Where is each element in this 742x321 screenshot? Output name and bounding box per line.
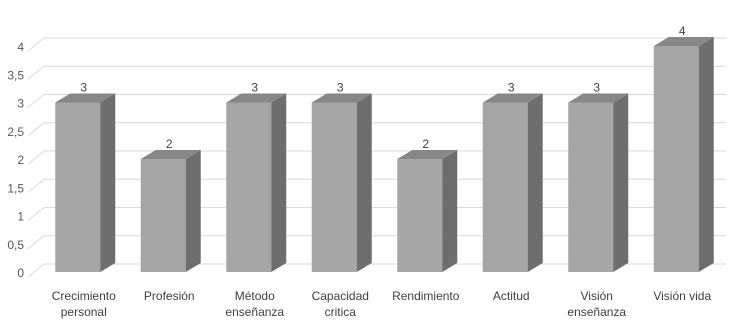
- bar: [482, 93, 543, 272]
- bars: [55, 37, 714, 272]
- category-label: Capacidad critica: [312, 289, 369, 319]
- bar-side-face: [527, 93, 543, 272]
- data-label: 3: [508, 81, 515, 95]
- category-label: Crecimiento personal: [52, 289, 116, 319]
- data-label: 3: [251, 81, 258, 95]
- y-tick-label: 2: [17, 153, 24, 167]
- data-labels: 3 2 3 3 2 3 3 4: [80, 24, 686, 151]
- gridline: [27, 65, 726, 80]
- bar-side-face: [271, 93, 287, 272]
- data-label: 3: [80, 81, 87, 95]
- bar: [653, 37, 714, 272]
- bar: [140, 150, 201, 272]
- bar-side-face: [100, 93, 116, 272]
- data-label: 3: [593, 81, 600, 95]
- bar: [226, 93, 287, 272]
- bar-front-face: [226, 102, 272, 272]
- bar-front-face: [482, 102, 528, 272]
- gridline: [27, 37, 726, 52]
- category-label: Rendimiento: [392, 289, 460, 303]
- category-label: Actitud: [493, 289, 530, 303]
- bar-top-face: [311, 93, 372, 103]
- bar-top-face: [653, 37, 714, 46]
- bar: [55, 93, 116, 272]
- category-label: Profesión: [144, 289, 195, 303]
- bar-top-face: [482, 93, 543, 103]
- x-axis-category-labels: Crecimiento personal Profesión Método enseña…: [52, 289, 712, 319]
- data-label: 3: [337, 81, 344, 95]
- bar-front-face: [653, 46, 699, 272]
- y-tick-label: 3: [17, 97, 24, 111]
- y-tick-label: 2,5: [7, 125, 24, 139]
- bar-side-face: [185, 150, 201, 272]
- y-tick-label: 1: [17, 210, 24, 224]
- data-label: 4: [679, 24, 686, 38]
- gridlines: [27, 37, 726, 278]
- bar-side-face: [442, 150, 458, 272]
- category-label: Visión enseñanza: [567, 289, 626, 319]
- bar-top-face: [397, 150, 458, 159]
- bar-front-face: [568, 102, 614, 272]
- bar-front-face: [311, 102, 357, 272]
- bar-side-face: [356, 93, 372, 272]
- bar-front-face: [55, 102, 101, 272]
- y-axis-tick-labels: 0 0,5 1 1,5 2 2,5 3 3,5 4: [7, 40, 24, 280]
- y-tick-label: 0,5: [7, 238, 24, 252]
- bar-top-face: [140, 150, 201, 159]
- y-tick-label: 3,5: [7, 68, 24, 82]
- y-tick-label: 0: [17, 266, 24, 280]
- bar-top-face: [568, 93, 629, 103]
- bar: [397, 150, 458, 272]
- category-label: Visión vida: [653, 289, 711, 303]
- bar-side-face: [698, 37, 714, 272]
- bar: [568, 93, 629, 272]
- data-label: 2: [422, 137, 429, 151]
- data-label: 2: [166, 137, 173, 151]
- bar-top-face: [226, 93, 287, 103]
- bar: [311, 93, 372, 272]
- bar-front-face: [397, 159, 443, 272]
- bar-side-face: [613, 93, 629, 272]
- bar-top-face: [55, 93, 116, 103]
- y-tick-label: 1,5: [7, 181, 24, 195]
- y-tick-label: 4: [17, 40, 24, 54]
- bar-front-face: [140, 159, 186, 272]
- category-label: Método enseñanza: [225, 289, 284, 319]
